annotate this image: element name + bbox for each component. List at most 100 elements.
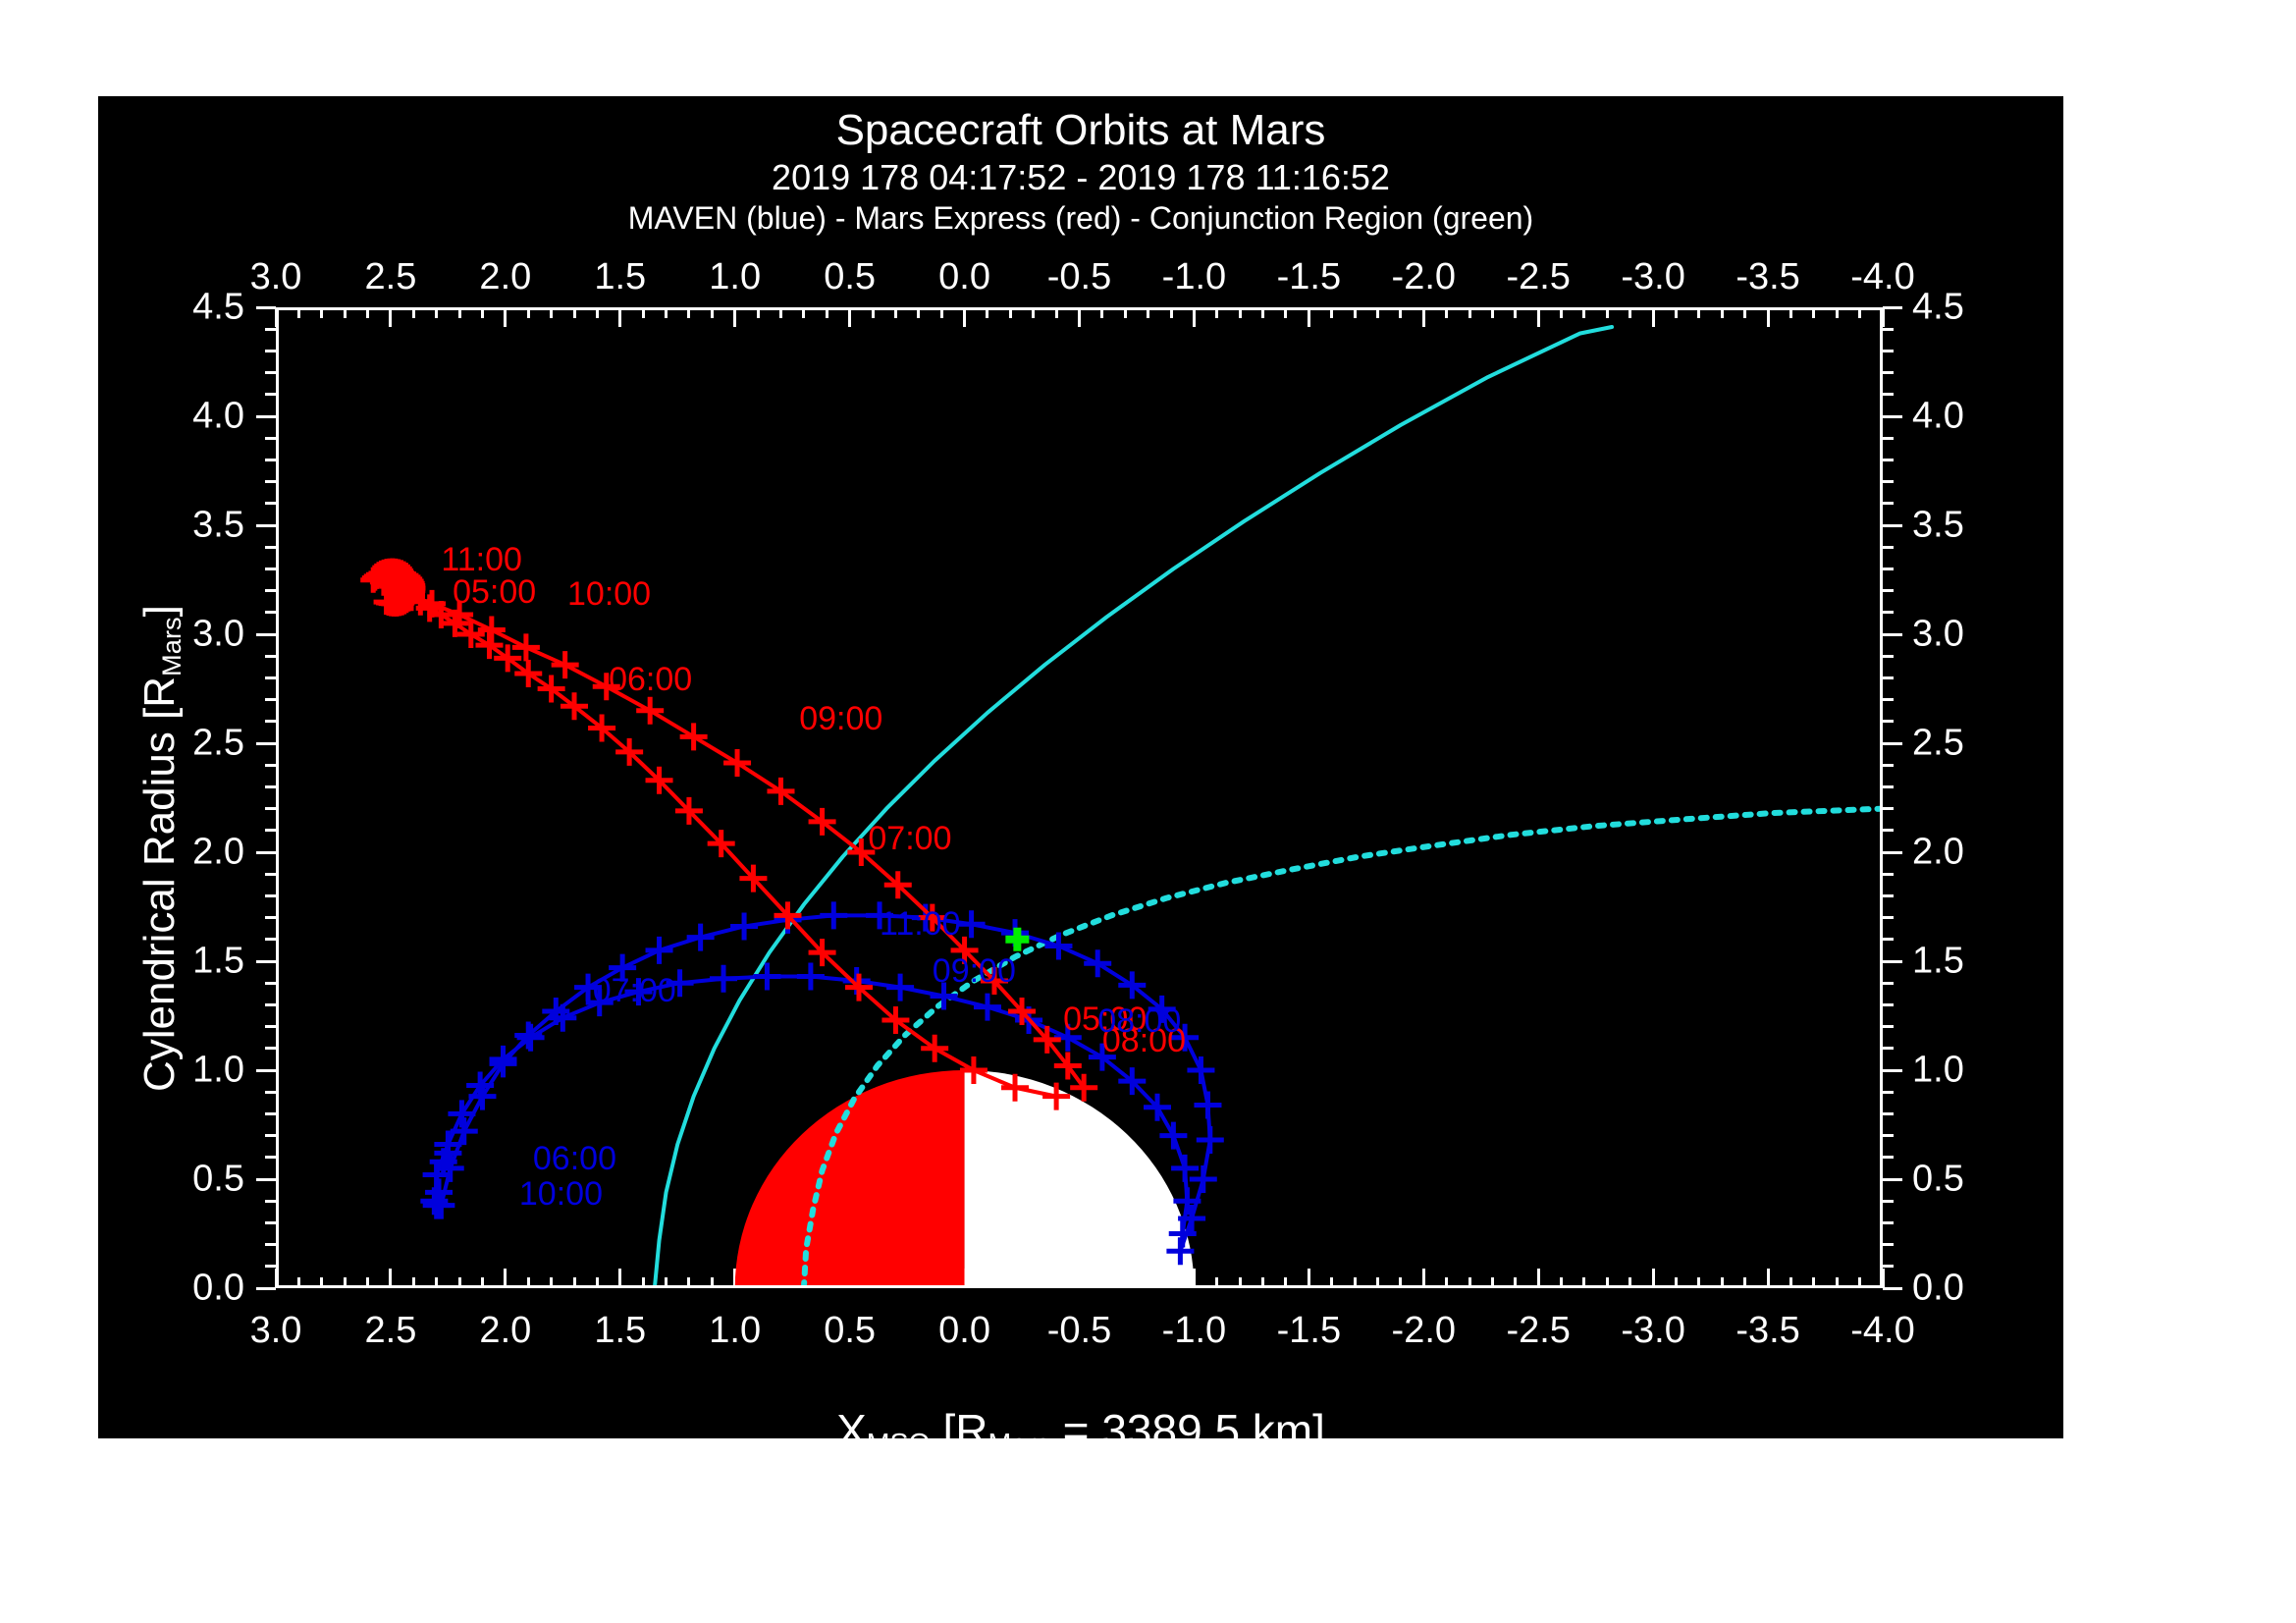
y-tick-label: 0.5 bbox=[192, 1158, 244, 1200]
tick-minor bbox=[1445, 1277, 1449, 1288]
trace-line bbox=[434, 974, 1190, 1236]
tick-minor bbox=[595, 307, 599, 318]
data-marker bbox=[679, 723, 708, 751]
tick-minor bbox=[320, 1277, 324, 1288]
data-marker bbox=[820, 901, 848, 930]
tick-minor bbox=[265, 1047, 276, 1051]
tick-minor bbox=[1883, 676, 1894, 679]
data-marker bbox=[796, 962, 825, 991]
data-marker bbox=[456, 621, 485, 648]
data-marker bbox=[585, 989, 614, 1017]
x-tick-label: -0.5 bbox=[1046, 1310, 1112, 1351]
series-magnetic-pileup-boundary-dotted- bbox=[800, 805, 1883, 1288]
x-tick-label: 1.5 bbox=[594, 256, 647, 298]
tick-minor bbox=[296, 307, 300, 318]
data-marker bbox=[1196, 1126, 1224, 1155]
data-marker bbox=[1084, 949, 1112, 978]
tick-minor bbox=[1605, 1277, 1609, 1288]
tick-minor bbox=[1883, 480, 1894, 484]
tick-minor bbox=[1054, 307, 1058, 318]
y-tick-label: 2.0 bbox=[192, 831, 244, 873]
tick-major bbox=[1883, 850, 1902, 854]
tick-minor bbox=[265, 763, 276, 767]
tick-major bbox=[1883, 632, 1902, 636]
data-marker bbox=[808, 939, 836, 967]
tick-minor bbox=[825, 307, 828, 318]
orbit-time-label: 07:00 bbox=[592, 972, 676, 1010]
y-tick-label: 1.5 bbox=[192, 940, 244, 982]
data-marker bbox=[494, 644, 522, 673]
tick-minor bbox=[265, 829, 276, 833]
tick-minor bbox=[265, 981, 276, 985]
tick-minor bbox=[366, 1277, 370, 1288]
data-marker bbox=[1168, 1219, 1197, 1248]
orbit-time-label: 08:00 bbox=[1097, 1002, 1182, 1041]
plot-frame bbox=[276, 307, 1883, 1288]
series-maven-orbit-b-09-00-11-00- bbox=[422, 962, 1201, 1248]
tick-minor bbox=[457, 1277, 461, 1288]
tick-major bbox=[1883, 523, 1902, 527]
data-marker bbox=[636, 696, 665, 725]
y-tick-label: 0.5 bbox=[1912, 1158, 1964, 1200]
data-marker bbox=[373, 589, 400, 616]
data-marker bbox=[674, 796, 703, 825]
data-marker bbox=[446, 601, 474, 629]
data-marker bbox=[551, 651, 579, 679]
tick-minor bbox=[778, 307, 782, 318]
tick-minor bbox=[1883, 698, 1894, 702]
x-tick-label: -1.0 bbox=[1161, 256, 1227, 298]
tick-minor bbox=[1629, 1277, 1632, 1288]
data-marker bbox=[434, 1139, 462, 1167]
data-marker bbox=[959, 1056, 988, 1084]
tick-minor bbox=[265, 567, 276, 570]
tick-minor bbox=[665, 307, 668, 318]
tick-minor bbox=[1353, 307, 1357, 318]
tick-major bbox=[1883, 414, 1902, 418]
tick-major bbox=[1307, 1269, 1310, 1288]
data-marker bbox=[1189, 1165, 1217, 1193]
data-marker bbox=[866, 901, 894, 930]
tick-major bbox=[1883, 1068, 1902, 1072]
tick-major bbox=[1651, 307, 1655, 327]
data-marker bbox=[723, 748, 752, 777]
orbit-traces bbox=[360, 324, 1883, 1288]
tick-minor bbox=[1238, 1277, 1242, 1288]
tick-minor bbox=[1697, 307, 1701, 318]
tick-minor bbox=[265, 807, 276, 811]
y-tick-label: 0.0 bbox=[1912, 1267, 1964, 1309]
tick-minor bbox=[710, 307, 714, 318]
orbit-time-label: 11:00 bbox=[880, 904, 961, 943]
data-marker bbox=[847, 839, 876, 866]
tick-major bbox=[256, 741, 276, 745]
data-marker bbox=[466, 1071, 495, 1100]
tick-minor bbox=[343, 307, 347, 318]
x-tick-label: -3.5 bbox=[1735, 256, 1800, 298]
tick-minor bbox=[1720, 307, 1724, 318]
data-marker bbox=[1194, 1091, 1222, 1119]
data-marker bbox=[774, 901, 802, 930]
x-tick-label: -4.0 bbox=[1850, 256, 1915, 298]
tick-major bbox=[1766, 1269, 1770, 1288]
tick-minor bbox=[1883, 872, 1894, 876]
tick-minor bbox=[1858, 1277, 1862, 1288]
tick-minor bbox=[265, 654, 276, 658]
trace-line bbox=[800, 805, 1883, 1288]
data-marker bbox=[844, 973, 873, 1001]
x-tick-label: 1.0 bbox=[709, 256, 762, 298]
y-tick-label: 2.5 bbox=[1912, 722, 1964, 764]
tick-minor bbox=[1883, 829, 1894, 833]
data-marker bbox=[592, 673, 620, 701]
tick-major bbox=[1881, 1269, 1885, 1288]
chart-legend-line: MAVEN (blue) - Mars Express (red) - Conj… bbox=[627, 200, 1534, 236]
tick-minor bbox=[1582, 1277, 1586, 1288]
tick-minor bbox=[1835, 1277, 1839, 1288]
tick-major bbox=[256, 850, 276, 854]
tick-minor bbox=[265, 698, 276, 702]
tick-major bbox=[1881, 307, 1885, 327]
x-tick-label: 3.0 bbox=[249, 256, 302, 298]
tick-minor bbox=[1697, 1277, 1701, 1288]
tick-minor bbox=[265, 502, 276, 506]
data-marker bbox=[574, 973, 603, 1001]
tick-major bbox=[1421, 1269, 1425, 1288]
